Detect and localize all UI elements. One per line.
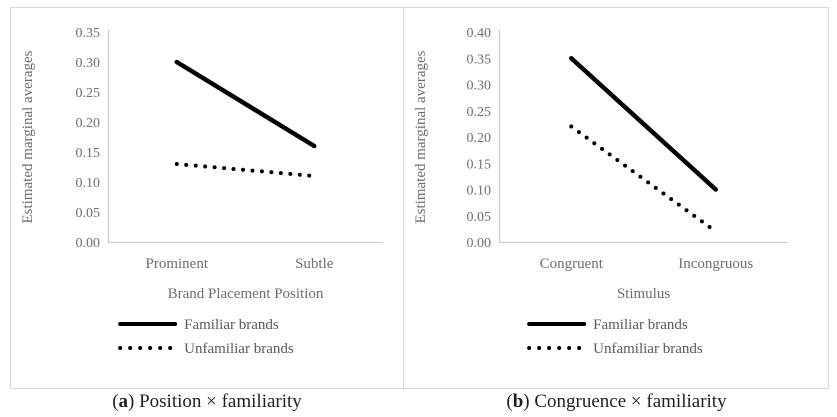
legend-label: Unfamiliar brands (593, 341, 703, 357)
y-tick-label: 0.15 (467, 157, 492, 172)
y-tick-label: 0.40 (467, 26, 492, 41)
series-line-dotted (569, 124, 718, 234)
y-tick-label: 0.25 (76, 86, 101, 101)
series-line-solid (569, 56, 718, 192)
series-line-solid (174, 59, 317, 149)
y-tick-label: 0.10 (76, 176, 101, 191)
panel-a: 0.00 0.05 0.10 0.15 0.20 0.25 0.30 0.35 Estimate… (11, 8, 404, 388)
x-tick-label: Prominent (146, 256, 209, 272)
x-tick-label: Subtle (295, 256, 334, 272)
legend-label: Unfamiliar brands (184, 341, 294, 357)
chart-a: 0.00 0.05 0.10 0.15 0.20 0.25 0.30 0.35 Estimate… (20, 26, 383, 357)
caption-b-open: ( (506, 391, 513, 412)
legend: Familiar brands Unfamiliar brands (527, 317, 703, 357)
caption-b-text: ) Congruence × familiarity (523, 391, 727, 412)
y-tick-label: 0.05 (76, 206, 101, 221)
y-tick-label: 0.05 (467, 210, 492, 225)
y-tick-label: 0.15 (76, 146, 101, 161)
caption-b-label: b (512, 391, 524, 412)
y-tick-label: 0.35 (76, 26, 101, 41)
x-axis-title: Stimulus (617, 286, 671, 302)
x-tick-label: Incongruous (678, 256, 753, 272)
caption-a-open: ( (112, 391, 119, 412)
y-tick-label: 0.20 (76, 116, 101, 131)
y-tick-label: 0.10 (467, 184, 492, 199)
caption-b: (b) Congruence × familiarity (404, 390, 829, 414)
y-tick-label: 0.30 (76, 56, 101, 71)
caption-a-label: a (118, 391, 129, 412)
x-tick-label: Congruent (540, 256, 604, 272)
y-tick-label: 0.35 (467, 52, 492, 67)
legend: Familiar brands Unfamiliar brands (118, 317, 294, 357)
panel-b: 0.00 0.05 0.10 0.15 0.20 0.25 0.30 0.35 0.40 Esti… (404, 8, 828, 388)
y-tick-label: 0.00 (467, 236, 492, 251)
y-axis-title: Estimated marginal averages (413, 50, 429, 223)
y-tick-label: 0.25 (467, 105, 492, 120)
x-axis-title: Brand Placement Position (168, 286, 324, 302)
caption-a-text: ) Position × familiarity (128, 391, 302, 412)
figure-panels: 0.00 0.05 0.10 0.15 0.20 0.25 0.30 0.35 Estimate… (10, 7, 829, 389)
figure-captions: (a) Position × familiarity (b) Congruenc… (10, 390, 829, 414)
caption-a: (a) Position × familiarity (10, 390, 404, 414)
y-tick-label: 0.30 (467, 79, 492, 94)
legend-label: Familiar brands (184, 317, 279, 333)
y-tick-label: 0.00 (76, 236, 101, 251)
y-axis-title: Estimated marginal averages (20, 50, 36, 223)
y-tick-label: 0.20 (467, 131, 492, 146)
legend-label: Familiar brands (593, 317, 688, 333)
series-line-dotted (174, 162, 317, 178)
chart-b: 0.00 0.05 0.10 0.15 0.20 0.25 0.30 0.35 0.40 Esti… (413, 26, 788, 357)
